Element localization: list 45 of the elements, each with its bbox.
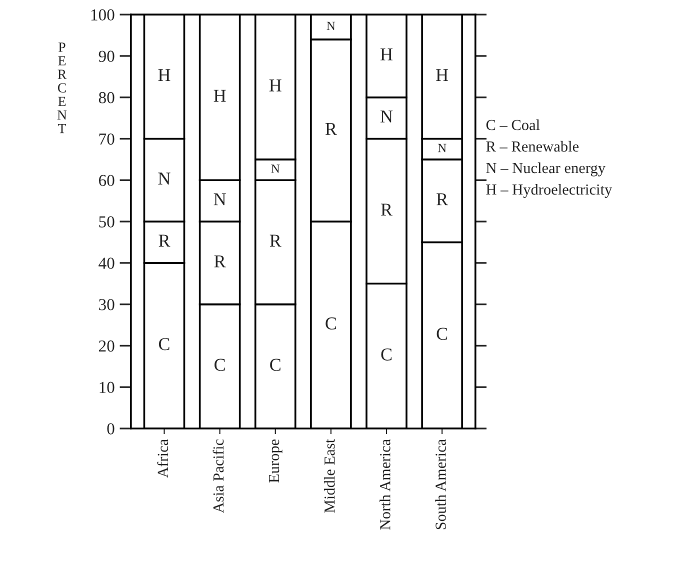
y-tick-label: 70 — [99, 133, 114, 145]
data-label: H — [269, 80, 282, 92]
y-tick-label: 60 — [98, 174, 114, 186]
data-label: N — [326, 22, 336, 30]
y-tick-label: 10 — [100, 382, 114, 394]
x-tick-label: Asia Pacific — [212, 439, 224, 514]
data-label: C — [158, 338, 170, 350]
x-tick-label: Africa — [157, 439, 168, 478]
y-axis-title: PERCENT — [57, 42, 67, 134]
data-label: C — [381, 348, 392, 361]
y-tick-label: 50 — [99, 216, 114, 228]
data-label: H — [436, 69, 448, 82]
y-tick-label: 20 — [99, 340, 114, 352]
y-tick-label: 100 — [91, 9, 114, 21]
data-label: C — [214, 358, 225, 371]
x-tick-label: South America — [435, 439, 446, 530]
text: C – Coal — [486, 119, 540, 130]
data-label: R — [270, 234, 282, 247]
data-label: R — [436, 193, 448, 206]
y-tick-label: 80 — [98, 92, 114, 104]
data-label: N — [214, 193, 226, 206]
data-label: H — [158, 69, 170, 82]
data-label: C — [326, 317, 336, 330]
data-label: C — [270, 358, 280, 371]
text: R – Renewable — [486, 140, 579, 152]
y-tick-label: 30 — [99, 299, 114, 310]
data-label: R — [158, 234, 170, 247]
y-tick-label: 40 — [98, 258, 114, 269]
data-label: H — [214, 90, 226, 102]
data-label: N — [271, 164, 280, 173]
text: H – Hydroelectricity — [486, 184, 612, 198]
x-tick-label: Middle East — [324, 439, 335, 513]
data-label: R — [381, 204, 392, 216]
data-label: R — [214, 255, 226, 268]
y-tick-label: 0 — [107, 423, 114, 434]
data-label: N — [158, 172, 170, 184]
data-label: C — [436, 328, 448, 340]
y-tick-label: 90 — [98, 50, 114, 62]
x-tick-label: North America — [380, 439, 390, 530]
data-label: N — [438, 144, 446, 152]
data-label: R — [325, 122, 337, 135]
data-label: H — [380, 48, 392, 60]
data-label: N — [380, 110, 393, 122]
text: N – Nuclear energy — [486, 162, 606, 176]
x-tick-label: Europe — [269, 439, 282, 483]
